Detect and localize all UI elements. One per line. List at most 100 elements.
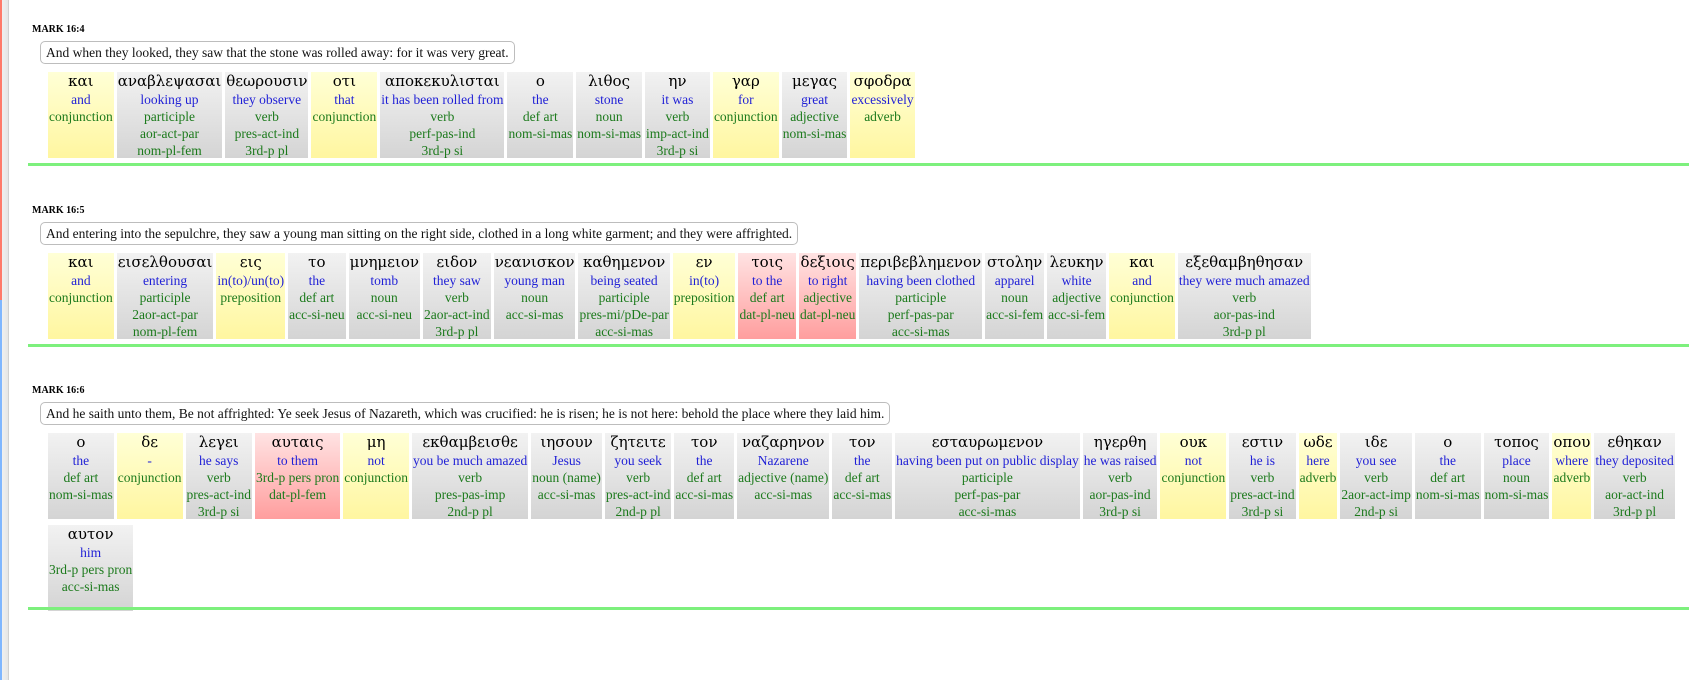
word-card[interactable]: δεξιοις to right adjective dat-pl-neu — [798, 253, 857, 339]
word-card[interactable]: αυτον him 3rd-p pers pron acc-si-mas — [48, 525, 134, 611]
english-gloss: the — [72, 453, 90, 468]
parsing-code: nom-pl-fem — [132, 324, 198, 339]
word-card[interactable]: ιδε you see verb 2aor-act-imp 2nd-p si — [1340, 433, 1412, 519]
word-card[interactable]: οπου where adverb — [1552, 433, 1592, 519]
word-card[interactable]: και and conjunction — [48, 72, 114, 158]
parsing-code: 2nd-p si — [1354, 504, 1399, 519]
word-card[interactable]: εθηκαν they deposited verb aor-act-ind 3rd-p… — [1594, 433, 1675, 519]
parsing-code: pres-act-ind — [234, 126, 300, 141]
word-card[interactable]: νεανισκον young man noun acc-si-mas — [493, 253, 576, 339]
greek-word: ουκ — [1179, 433, 1208, 451]
word-card[interactable]: στολην apparel noun acc-si-fem — [985, 253, 1045, 339]
word-card[interactable]: ουκ not conjunction — [1160, 433, 1227, 519]
word-card[interactable]: μη not conjunction — [343, 433, 409, 519]
part-of-speech: verb — [1108, 470, 1133, 485]
english-gloss: in(to) — [689, 273, 720, 288]
word-card[interactable]: εσταυρωμενον having been put on public di… — [895, 433, 1080, 519]
part-of-speech: conjunction — [49, 290, 113, 305]
word-card[interactable]: τον the def art acc-si-mas — [674, 433, 735, 519]
word-card[interactable]: εν in(to) preposition — [672, 253, 736, 339]
word-card[interactable]: τοπος place noun nom-si-mas — [1483, 433, 1550, 519]
greek-word: εστιν — [1241, 433, 1284, 451]
parsing-code: perf-pas-par — [887, 307, 954, 322]
word-card[interactable]: τον the def art acc-si-mas — [832, 433, 893, 519]
greek-word: αναβλεψασαι — [117, 72, 222, 90]
english-gloss: he is — [1249, 453, 1275, 468]
english-gloss: the — [695, 453, 713, 468]
greek-word: ηγερθη — [1093, 433, 1147, 451]
part-of-speech: adverb — [1553, 470, 1591, 485]
word-card[interactable]: εις in(to)/un(to) preposition — [216, 253, 286, 339]
word-card[interactable]: λευκην white adjective acc-si-fem — [1047, 253, 1107, 339]
word-card[interactable]: καθημενον being seated participle pres-mi/p… — [578, 253, 670, 339]
english-gloss: Jesus — [552, 453, 581, 468]
english-gloss: stone — [594, 92, 624, 107]
word-card[interactable]: ο the def art nom-si-mas — [507, 72, 574, 158]
part-of-speech: verb — [665, 109, 690, 124]
word-card[interactable]: ο the def art nom-si-mas — [48, 433, 114, 519]
english-gloss: apparel — [994, 273, 1035, 288]
part-of-speech: adverb — [864, 109, 901, 124]
word-card[interactable]: το the def art acc-si-neu — [288, 253, 346, 339]
part-of-speech: def art — [749, 290, 785, 305]
word-card[interactable]: γαρ for conjunction — [712, 72, 779, 158]
parsing-code: aor-pas-ind — [1213, 307, 1275, 322]
part-of-speech: def art — [1430, 470, 1466, 485]
word-card[interactable]: αποκεκυλισται it has been rolled from verb… — [380, 72, 505, 158]
english-gloss: great — [801, 92, 829, 107]
word-card[interactable]: μνημειον tomb noun acc-si-neu — [348, 253, 420, 339]
english-gloss: it has been rolled from — [381, 92, 504, 107]
greek-word: λιθος — [588, 72, 630, 90]
verse-reference: MARK 16:4 — [32, 24, 85, 35]
verse-divider — [28, 607, 1689, 610]
part-of-speech: verb — [430, 109, 455, 124]
word-card[interactable]: ην it was verb imp-act-ind 3rd-p si — [644, 72, 710, 158]
word-card[interactable]: εξεθαμβηθησαν they were much amazed verb ao… — [1177, 253, 1311, 339]
word-card[interactable]: περιβεβλημενον having been clothed partici… — [859, 253, 983, 339]
word-card[interactable]: οτι that conjunction — [311, 72, 378, 158]
greek-word: εις — [239, 253, 262, 271]
word-card[interactable]: και and conjunction — [48, 253, 114, 339]
word-card[interactable]: ιησουν Jesus noun (name) acc-si-mas — [531, 433, 602, 519]
english-gloss: that — [334, 92, 355, 107]
english-gloss: white — [1061, 273, 1092, 288]
word-card[interactable]: λιθος stone noun nom-si-mas — [576, 72, 642, 158]
part-of-speech: conjunction — [312, 109, 377, 124]
word-card[interactable]: δε - conjunction — [116, 433, 183, 519]
part-of-speech: verb — [1250, 470, 1275, 485]
greek-word: τον — [690, 433, 718, 451]
word-card[interactable]: λεγει he says verb pres-act-ind 3rd-p si — [185, 433, 252, 519]
greek-word: εθηκαν — [1607, 433, 1662, 451]
word-card[interactable]: ζητειτε you seek verb pres-act-ind 2nd-p pl — [604, 433, 672, 519]
word-card[interactable]: ηγερθη he was raised verb aor-pas-ind 3rd-p … — [1082, 433, 1158, 519]
part-of-speech: def art — [522, 109, 558, 124]
word-card[interactable]: και and conjunction — [1109, 253, 1175, 339]
word-card[interactable]: ωδε here adverb — [1298, 433, 1338, 519]
greek-word: μη — [366, 433, 386, 451]
parsing-code: acc-si-mas — [891, 324, 950, 339]
word-card[interactable]: ειδον they saw verb 2aor-act-ind 3rd-p pl — [422, 253, 491, 339]
greek-word: δεξιοις — [800, 253, 855, 271]
english-gloss: not — [1184, 453, 1202, 468]
word-card[interactable]: ναζαρηνον Nazarene adjective (name) acc-si-… — [737, 433, 830, 519]
word-card[interactable]: εκθαμβεισθε you be much amazed verb pres-pa… — [411, 433, 529, 519]
parsing-code: 3rd-p si — [421, 143, 464, 158]
english-gloss: here — [1306, 453, 1330, 468]
word-card[interactable]: εισελθουσαι entering participle 2aor-act-pa… — [116, 253, 214, 339]
word-card[interactable]: ο the def art nom-si-mas — [1414, 433, 1481, 519]
english-gloss: tomb — [370, 273, 399, 288]
english-gloss: to them — [277, 453, 319, 468]
part-of-speech: noun (name) — [532, 470, 601, 485]
parsing-code: acc-si-mas — [754, 487, 813, 502]
word-card[interactable]: σφοδρα excessively adverb — [850, 72, 915, 158]
word-card[interactable]: αναβλεψασαι looking up participle aor-act-p… — [116, 72, 223, 158]
part-of-speech: verb — [254, 109, 279, 124]
greek-word: εξεθαμβηθησαν — [1185, 253, 1304, 271]
verse-block: MARK 16:6 And he saith unto them, Be not … — [32, 384, 1689, 611]
word-card[interactable]: εστιν he is verb pres-act-ind 3rd-p si — [1229, 433, 1296, 519]
word-card[interactable]: τοις to the def art dat-pl-neu — [738, 253, 796, 339]
word-card[interactable]: αυταις to them 3rd-p pers pron dat-pl-fem — [254, 433, 341, 519]
greek-word: θεωρουσιν — [226, 72, 308, 90]
word-card[interactable]: μεγας great adjective nom-si-mas — [781, 72, 848, 158]
word-card[interactable]: θεωρουσιν they observe verb pres-act-ind 3rd… — [225, 72, 309, 158]
